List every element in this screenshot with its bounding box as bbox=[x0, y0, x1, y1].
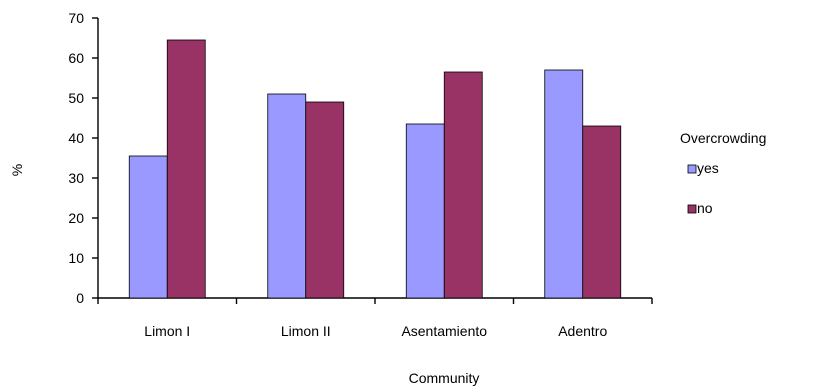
x-tick-label: Limon I bbox=[144, 323, 190, 339]
x-axis-label: Community bbox=[409, 370, 480, 386]
bar-no bbox=[443, 71, 483, 299]
y-axis: 0 10 20 30 40 50 60 70 bbox=[68, 10, 99, 306]
x-tick-label: Limon II bbox=[281, 323, 331, 339]
y-tick-label: 0 bbox=[76, 290, 84, 306]
bar-no bbox=[166, 39, 206, 299]
bar-no bbox=[305, 101, 345, 299]
y-tick-label: 30 bbox=[68, 170, 84, 186]
legend-swatch-yes bbox=[687, 164, 697, 174]
y-tick-label: 40 bbox=[68, 130, 84, 146]
x-axis: Limon I Limon II Asentamiento Adentro bbox=[97, 297, 653, 339]
y-tick-label: 50 bbox=[68, 90, 84, 106]
x-tick-label: Adentro bbox=[558, 323, 607, 339]
bar-yes bbox=[267, 93, 307, 299]
y-tick-label: 20 bbox=[68, 210, 84, 226]
bar-yes bbox=[128, 155, 168, 299]
bar-yes bbox=[544, 69, 584, 299]
legend: Overcrowding yes no bbox=[680, 130, 766, 216]
legend-title: Overcrowding bbox=[680, 130, 766, 146]
legend-label-yes: yes bbox=[697, 160, 719, 176]
legend-swatch-no bbox=[687, 204, 697, 214]
bar-yes bbox=[405, 123, 445, 299]
bar-no bbox=[582, 125, 622, 299]
bars bbox=[128, 39, 622, 299]
x-tick-label: Asentamiento bbox=[401, 323, 487, 339]
y-tick-label: 10 bbox=[68, 250, 84, 266]
y-tick-label: 70 bbox=[68, 10, 84, 26]
y-axis-label: % bbox=[9, 164, 25, 176]
y-tick-label: 60 bbox=[68, 50, 84, 66]
legend-label-no: no bbox=[697, 200, 713, 216]
